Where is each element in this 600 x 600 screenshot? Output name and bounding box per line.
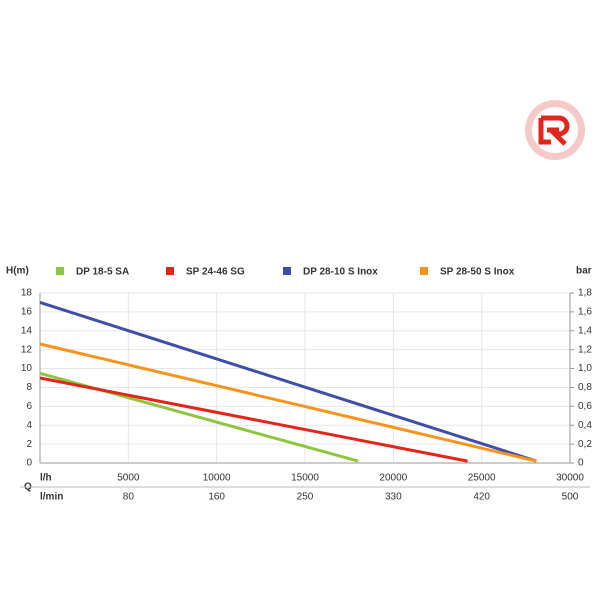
- legend-marker: [420, 267, 428, 275]
- x2-tick-label: 420: [473, 492, 490, 503]
- y2-tick-label: 0: [578, 458, 584, 469]
- y2-axis-label: bar: [576, 266, 592, 277]
- y2-tick-label: 0,6: [578, 401, 592, 412]
- x-axis-label: l/h: [40, 473, 52, 484]
- x-tick-label: 20000: [379, 473, 407, 484]
- legend-label: SP 24-46 SG: [186, 267, 245, 278]
- x-tick-label: 25000: [468, 473, 496, 484]
- y-tick-label: 6: [26, 401, 32, 412]
- x2-tick-label: 250: [297, 492, 314, 503]
- x2-tick-label: 160: [208, 492, 225, 503]
- y2-tick-label: 1,4: [578, 325, 592, 336]
- y-tick-label: 2: [26, 439, 32, 450]
- x-tick-label: 30000: [556, 473, 584, 484]
- logo-mark: [538, 115, 570, 146]
- y2-tick-label: 1,0: [578, 363, 592, 374]
- y2-tick-label: 0,2: [578, 439, 592, 450]
- series-line: [39, 301, 537, 463]
- y-tick-label: 16: [21, 307, 33, 318]
- y2-tick-label: 1,8: [578, 288, 592, 299]
- y2-tick-label: 1,2: [578, 344, 592, 355]
- y-tick-label: 8: [26, 382, 32, 393]
- series-line: [39, 342, 537, 463]
- legend-marker: [166, 267, 174, 275]
- logo: [525, 100, 585, 160]
- x2-axis-label: l/min: [40, 492, 63, 503]
- y-axis-label: H(m): [6, 266, 29, 277]
- y2-tick-label: 0,8: [578, 382, 592, 393]
- y-tick-label: 10: [21, 363, 33, 374]
- y-tick-label: 12: [21, 344, 33, 355]
- x-tick-label: 5000: [117, 473, 140, 484]
- x-tick-label: 15000: [291, 473, 319, 484]
- x2-tick-label: 330: [385, 492, 402, 503]
- legend-label: DP 28-10 S Inox: [303, 267, 378, 278]
- y-tick-label: 14: [21, 325, 33, 336]
- legend-label: SP 28-50 S Inox: [440, 267, 515, 278]
- y2-tick-label: 1,6: [578, 307, 592, 318]
- x-tick-label: 10000: [203, 473, 231, 484]
- y-tick-label: 4: [26, 420, 32, 431]
- y2-tick-label: 0,4: [578, 420, 592, 431]
- legend-marker: [283, 267, 291, 275]
- y-tick-label: 18: [21, 288, 33, 299]
- legend-marker: [56, 267, 64, 275]
- legend-label: DP 18-5 SA: [76, 267, 129, 278]
- y-tick-label: 0: [26, 458, 32, 469]
- x2-tick-label: 80: [123, 492, 135, 503]
- series-line: [39, 376, 468, 463]
- x2-tick-label: 500: [562, 492, 579, 503]
